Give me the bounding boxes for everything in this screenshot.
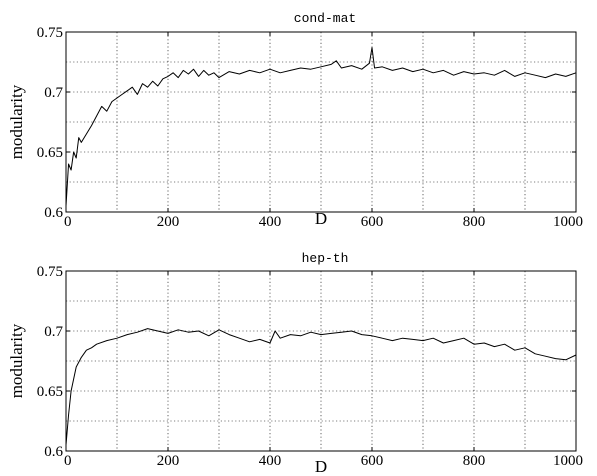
x-tick-label: 0 [64,214,72,230]
y-tick-label: 0.65 [37,384,63,400]
panel-cond-mat: 0 200 400 600 800 1000 0.6 0.65 0.7 0.75 cond-mat D… [7,11,583,230]
x-tick-label: 200 [157,453,180,469]
chart-title: cond-mat [294,11,356,26]
x-tick-label: 1000 [553,214,583,230]
x-tick-label: 600 [361,453,384,469]
y-tick-label: 0.7 [44,324,63,340]
x-tick-label: 400 [259,453,282,469]
x-tick-label: 1000 [553,453,583,469]
x-axis-label: D [315,209,327,228]
x-axis-label: D [315,457,327,476]
y-tick-label: 0.6 [44,205,63,221]
x-tick-label: 200 [157,214,180,230]
y-tick-label: 0.75 [37,264,63,280]
plot-frame [65,270,577,452]
x-tick-label: 600 [361,214,384,230]
series-line [65,328,577,446]
x-tick-label: 800 [463,214,486,230]
x-tick-label: 400 [259,214,282,230]
chart-title: hep-th [302,251,349,266]
series-line [65,47,577,207]
y-axis-label: modularity [7,84,26,159]
x-tick-label: 0 [64,453,72,469]
plot-frame [65,31,577,213]
y-tick-label: 0.7 [44,85,63,101]
y-tick-label: 0.6 [44,444,63,460]
y-tick-label: 0.75 [37,25,63,41]
panel-hep-th: 0 200 400 600 800 1000 0.6 0.65 0.7 0.75 hep-th Dmo… [7,251,583,476]
y-axis-label: modularity [7,323,26,398]
x-tick-label: 800 [463,453,486,469]
y-tick-label: 0.65 [37,145,63,161]
